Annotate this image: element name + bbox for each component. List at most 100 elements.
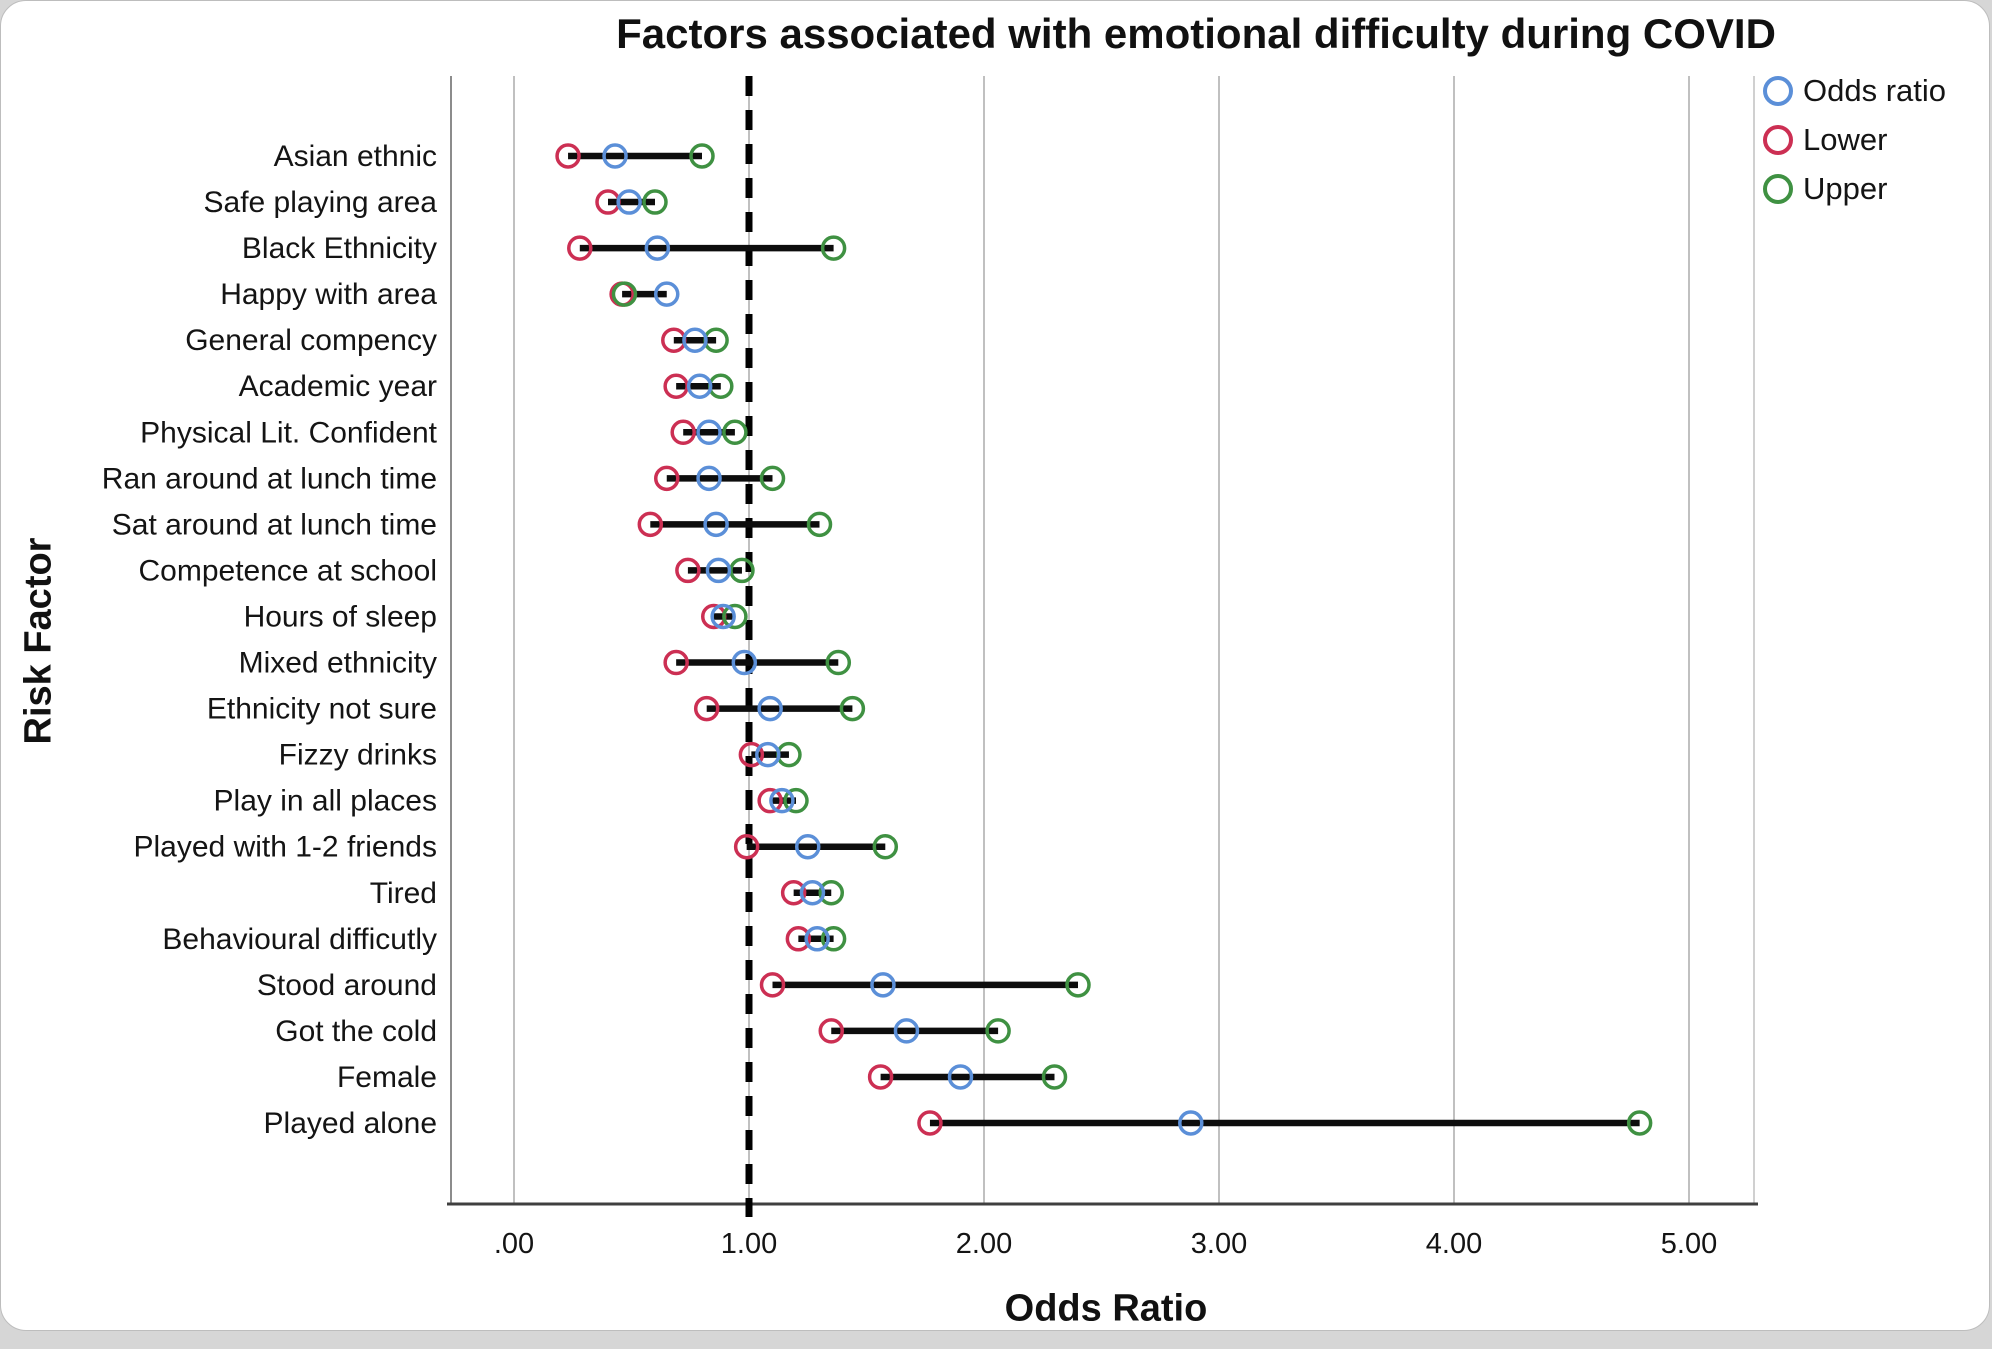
lower-marker (693, 695, 720, 722)
category-label: Academic year (239, 370, 437, 403)
x-tick-label: 1.00 (721, 1228, 777, 1260)
lower-marker (733, 833, 760, 860)
x-tick-label: 3.00 (1191, 1228, 1247, 1260)
lower-marker (555, 143, 581, 169)
upper-marker (1626, 1110, 1653, 1136)
legend-label: Lower (1803, 122, 1888, 157)
or-marker (696, 465, 722, 492)
lower-marker (663, 649, 689, 676)
upper-marker (818, 880, 844, 906)
or-marker (654, 281, 680, 307)
x-tick-label: 2.00 (956, 1228, 1012, 1260)
lower-marker (818, 1018, 844, 1044)
category-label: Played with 1-2 friends (134, 831, 438, 864)
or-marker (893, 1018, 920, 1044)
or-marker (870, 972, 896, 998)
or-marker (686, 373, 713, 399)
category-label: Stood around (257, 969, 437, 1002)
upper-marker (820, 235, 847, 261)
category-label: Ran around at lunch time (102, 462, 437, 495)
chart-title: Factors associated with emotional diffic… (616, 10, 1776, 57)
category-label: Mixed ethnicity (239, 647, 437, 680)
upper-marker (1041, 1064, 1068, 1090)
category-label: Tired (370, 877, 437, 910)
or-marker (1178, 1110, 1204, 1136)
or-marker (757, 695, 783, 722)
x-tick-label: 5.00 (1661, 1228, 1717, 1260)
category-label: Sat around at lunch time (112, 508, 437, 541)
or-marker (755, 741, 781, 768)
upper-marker (825, 649, 852, 676)
category-label: Asian ethnic (274, 140, 437, 173)
or-marker (703, 511, 729, 538)
upper-marker (1065, 972, 1091, 998)
or-marker (804, 926, 830, 952)
upper-marker (806, 511, 833, 538)
legend-marker-odds-ratio-icon (1763, 76, 1793, 106)
category-label: Played alone (264, 1107, 437, 1140)
category-label: Ethnicity not sure (207, 693, 437, 726)
legend-item: Upper (1763, 171, 1946, 207)
upper-marker (642, 189, 668, 215)
or-marker (644, 235, 671, 261)
lower-marker (917, 1110, 943, 1136)
legend-marker-lower-icon (1763, 125, 1793, 155)
legend-marker-upper-icon (1763, 174, 1793, 204)
category-label: Black Ethnicity (242, 232, 437, 265)
lower-marker (637, 511, 664, 538)
or-marker (710, 603, 736, 630)
x-tick-label: 4.00 (1426, 1228, 1482, 1260)
upper-marker (872, 833, 899, 860)
or-marker (682, 327, 708, 353)
or-marker (731, 649, 758, 676)
upper-marker (689, 143, 715, 169)
upper-marker (722, 419, 748, 446)
lower-marker (759, 972, 786, 998)
upper-marker (985, 1018, 1011, 1044)
or-marker (705, 557, 732, 584)
or-marker (795, 833, 821, 860)
lower-marker (654, 465, 680, 492)
category-label: Safe playing area (204, 186, 438, 219)
or-marker (769, 787, 795, 814)
category-label: Female (337, 1061, 437, 1094)
upper-marker (820, 926, 847, 952)
upper-marker (839, 695, 866, 722)
x-tick-label: .00 (494, 1228, 534, 1260)
category-label: Fizzy drinks (279, 739, 437, 772)
or-marker (602, 143, 628, 169)
upper-marker (759, 465, 786, 492)
lower-marker (675, 557, 701, 584)
legend-label: Upper (1803, 171, 1888, 206)
or-marker (799, 880, 826, 906)
lower-marker (757, 787, 783, 814)
category-label: Play in all places (214, 785, 437, 818)
or-marker (696, 419, 722, 446)
or-marker (947, 1064, 974, 1090)
lower-marker (780, 880, 807, 906)
legend-label: Odds ratio (1803, 73, 1947, 108)
or-marker (616, 189, 642, 215)
category-label: General compency (185, 324, 437, 357)
category-label: Competence at school (138, 554, 437, 587)
page-edge-strip (0, 1331, 1992, 1348)
lower-marker (738, 741, 765, 768)
upper-marker (611, 281, 638, 307)
category-label: Happy with area (220, 278, 437, 311)
x-axis-title: Odds Ratio (1004, 1287, 1208, 1330)
lower-marker (567, 235, 593, 261)
legend-item: Odds ratio (1763, 73, 1946, 109)
legend: Odds ratio Lower Upper (1763, 73, 1946, 207)
category-label: Physical Lit. Confident (140, 416, 437, 449)
upper-marker (722, 603, 748, 630)
category-label: Got the cold (275, 1015, 437, 1048)
lower-marker (867, 1064, 894, 1090)
lower-marker (785, 926, 812, 952)
lower-marker (670, 419, 696, 446)
upper-marker (783, 787, 809, 814)
category-label: Hours of sleep (244, 600, 437, 633)
category-label: Behavioural difficutly (162, 923, 437, 956)
legend-item: Lower (1763, 122, 1946, 158)
